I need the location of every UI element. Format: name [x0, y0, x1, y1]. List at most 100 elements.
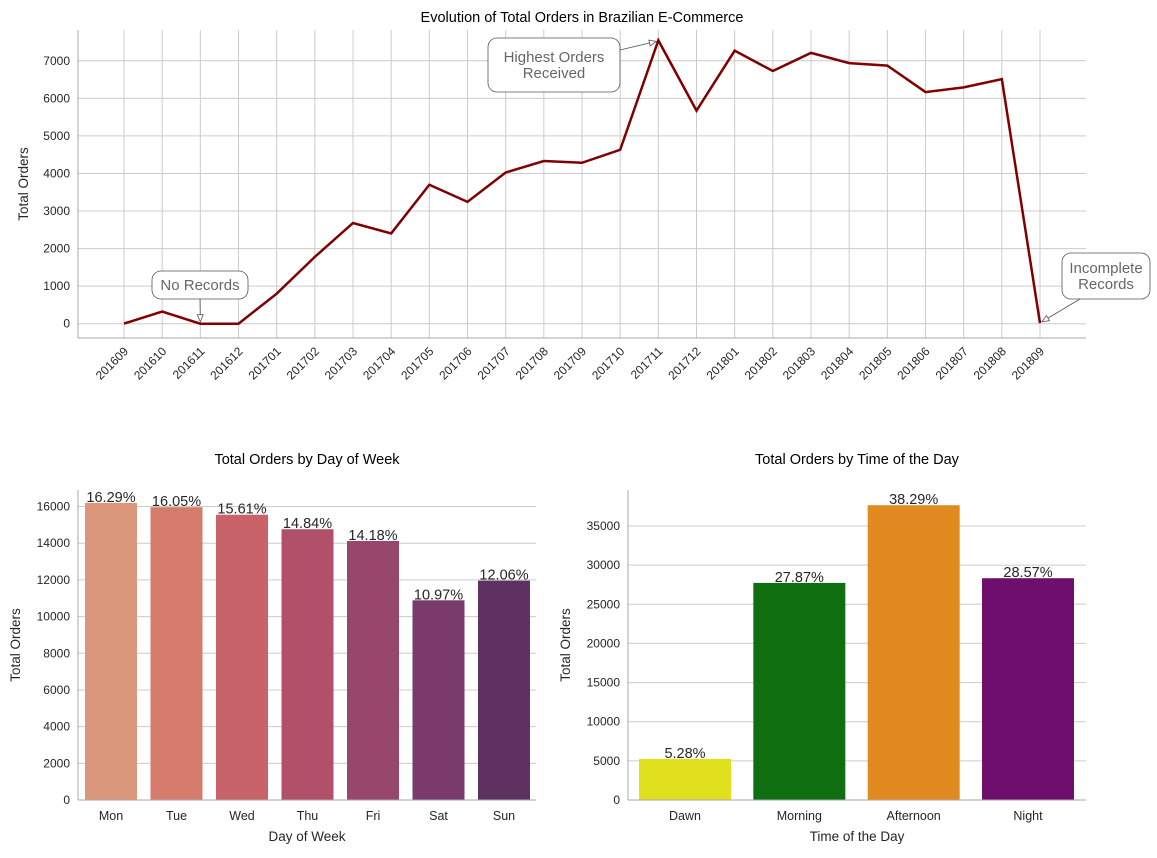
- y-tick-label: 7000: [43, 54, 70, 68]
- x-tick-label: 201701: [246, 344, 284, 382]
- y-tick-label: 0: [63, 317, 70, 331]
- y-tick-label: 4000: [43, 166, 70, 180]
- x-tick-label: Night: [1013, 809, 1043, 823]
- x-tick-label: Wed: [229, 809, 255, 823]
- x-tick-label: 201802: [742, 344, 780, 382]
- y-tick-label: 6000: [43, 91, 70, 105]
- bar-night: [982, 578, 1074, 800]
- x-tick-label: 201703: [322, 344, 360, 382]
- x-tick-label: Dawn: [669, 809, 701, 823]
- bar-fri: [347, 541, 399, 800]
- y-tick-label: 0: [63, 793, 70, 807]
- x-tick-label: 201712: [665, 344, 703, 382]
- x-tick-label: Tue: [166, 809, 187, 823]
- x-axis-label: Time of the Day: [810, 829, 905, 844]
- x-tick-label: Sun: [493, 809, 515, 823]
- bar-data-label: 27.87%: [775, 570, 824, 586]
- chart-title: Evolution of Total Orders in Brazilian E…: [421, 10, 744, 26]
- bar-wed: [216, 515, 268, 800]
- y-axis-label: Total Orders: [16, 147, 31, 221]
- y-tick-label: 3000: [43, 204, 70, 218]
- annotation-text: No Records: [160, 277, 239, 294]
- chart-orders-by-day-of-week: 0 2000 4000 6000 8000 10000 12000 14000 16000 Tot…: [8, 452, 536, 844]
- x-tick-label: 201711: [628, 344, 666, 382]
- x-tick-label: Thu: [297, 809, 319, 823]
- bar-data-label: 28.57%: [1003, 565, 1052, 581]
- x-tick-label: 201710: [589, 344, 627, 382]
- bar-data-label: 5.28%: [664, 746, 705, 762]
- x-tick-label: 201702: [284, 344, 322, 382]
- y-tick-label: 2000: [43, 242, 70, 256]
- x-tick-label: 201706: [436, 344, 474, 382]
- x-tick-label: 201610: [131, 344, 169, 382]
- x-tick-label: 201806: [894, 344, 932, 382]
- y-tick-label: 14000: [37, 536, 71, 550]
- x-tick-label: Afternoon: [887, 809, 941, 823]
- y-tick-label: 5000: [43, 129, 70, 143]
- y-tick-label: 1000: [43, 279, 70, 293]
- x-tick-label: 201809: [1009, 344, 1047, 382]
- x-tick-label: 201707: [475, 344, 513, 382]
- y-tick-label: 0: [613, 793, 620, 807]
- x-tick-label: 201709: [551, 344, 589, 382]
- bar-tue: [151, 507, 203, 800]
- y-tick-label: 8000: [43, 646, 70, 660]
- chart-orders-evolution: 0 1000 2000 3000 4000 5000 6000 7000 Evolution o…: [16, 10, 1150, 382]
- bar-dawn: [639, 759, 731, 800]
- x-tick-label: 201807: [933, 344, 971, 382]
- bar-data-label: 14.18%: [348, 528, 397, 544]
- y-tick-label: 10000: [37, 610, 71, 624]
- y-tick-label: 5000: [593, 754, 620, 768]
- bar-data-label: 10.97%: [414, 587, 463, 603]
- y-tick-label: 10000: [587, 715, 621, 729]
- x-tick-label: Morning: [777, 809, 822, 823]
- y-tick-label: 2000: [43, 756, 70, 770]
- arrowhead-icon: [649, 40, 657, 46]
- bar-mon: [85, 503, 137, 800]
- x-tick-label: 201804: [818, 344, 856, 382]
- x-tick-label: 201611: [170, 344, 208, 382]
- bar-data-label: 16.05%: [152, 494, 201, 510]
- y-tick-label: 16000: [37, 500, 71, 514]
- bar-sun: [478, 581, 530, 800]
- x-tick-label: 201612: [207, 344, 245, 382]
- bar-sat: [413, 600, 465, 800]
- y-tick-label: 12000: [37, 573, 71, 587]
- arrowhead-icon: [1042, 316, 1050, 322]
- chart-orders-by-time-of-day: 0 5000 10000 15000 20000 25000 30000 35000 Total…: [558, 452, 1086, 844]
- x-tick-label: 201808: [971, 344, 1009, 382]
- chart-title: Total Orders by Day of Week: [214, 452, 400, 468]
- x-tick-label: Mon: [99, 809, 123, 823]
- x-tick-label: 201708: [513, 344, 551, 382]
- y-tick-label: 4000: [43, 720, 70, 734]
- chart-title: Total Orders by Time of the Day: [755, 452, 960, 468]
- bar-morning: [753, 583, 845, 800]
- y-tick-label: 6000: [43, 683, 70, 697]
- bar-data-label: 38.29%: [889, 492, 938, 508]
- x-tick-label: 201803: [780, 344, 818, 382]
- y-axis-label: Total Orders: [8, 608, 23, 682]
- y-axis-label: Total Orders: [558, 608, 573, 682]
- x-tick-label: 201801: [704, 344, 742, 382]
- x-tick-label: Fri: [366, 809, 381, 823]
- bar-data-label: 14.84%: [283, 516, 332, 532]
- bar-data-label: 12.06%: [479, 568, 528, 584]
- x-tick-label: 201705: [398, 344, 436, 382]
- arrowhead-icon: [197, 315, 203, 322]
- bar-data-label: 16.29%: [86, 490, 135, 506]
- x-tick-label: 201609: [93, 344, 131, 382]
- bar-afternoon: [868, 505, 960, 800]
- x-tick-label: Sat: [429, 809, 448, 823]
- y-tick-label: 35000: [587, 519, 621, 533]
- x-axis-label: Day of Week: [268, 829, 345, 844]
- bar-data-label: 15.61%: [217, 502, 266, 518]
- y-tick-label: 30000: [587, 558, 621, 572]
- y-tick-label: 25000: [587, 597, 621, 611]
- bar-thu: [282, 529, 334, 800]
- y-tick-label: 20000: [587, 636, 621, 650]
- y-tick-label: 15000: [587, 676, 621, 690]
- x-tick-label: 201704: [360, 344, 398, 382]
- x-tick-label: 201805: [856, 344, 894, 382]
